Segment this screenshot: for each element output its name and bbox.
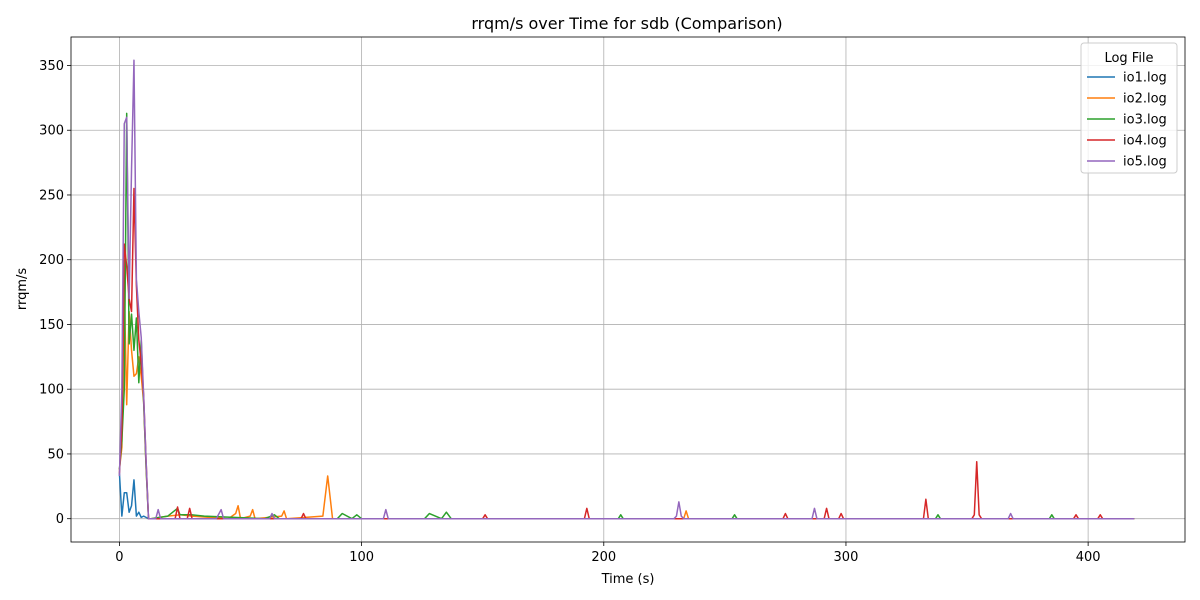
y-axis-label: rrqm/s — [15, 268, 30, 311]
y-tick-label: 100 — [39, 383, 64, 398]
legend-label-io4-log: io4.log — [1123, 134, 1167, 149]
x-tick-label: 0 — [115, 550, 123, 565]
x-axis-label: Time (s) — [601, 572, 655, 587]
legend-label-io2-log: io2.log — [1123, 92, 1167, 107]
chart-title: rrqm/s over Time for sdb (Comparison) — [471, 14, 782, 33]
legend-label-io5-log: io5.log — [1123, 155, 1167, 170]
y-tick-label: 50 — [47, 447, 64, 462]
x-tick-label: 100 — [349, 550, 374, 565]
legend-entries: io1.log io2.log io3.log io4.log io5.log — [1087, 71, 1167, 170]
legend-label-io3-log: io3.log — [1123, 113, 1167, 128]
x-tick-label: 200 — [591, 550, 616, 565]
y-tick-label: 0 — [56, 512, 64, 527]
x-axis-ticks: 0 100 200 300 400 — [115, 542, 1101, 565]
legend-label-io1-log: io1.log — [1123, 71, 1167, 86]
y-axis-ticks: 0 50 100 150 200 250 300 350 — [39, 59, 71, 527]
plot-frame — [70, 36, 1186, 543]
series-line-io5-log — [118, 59, 1135, 520]
y-tick-label: 250 — [39, 188, 64, 203]
x-tick-label: 400 — [1076, 550, 1101, 565]
legend-title: Log File — [1104, 51, 1153, 66]
y-tick-label: 200 — [39, 253, 64, 268]
y-tick-label: 300 — [39, 124, 64, 139]
legend: Log File io1.log io2.log io3.log io4.log io5… — [1080, 42, 1178, 174]
x-tick-label: 300 — [834, 550, 859, 565]
y-tick-label: 150 — [39, 318, 64, 333]
plot-series — [118, 59, 1135, 520]
y-tick-label: 350 — [39, 59, 64, 74]
